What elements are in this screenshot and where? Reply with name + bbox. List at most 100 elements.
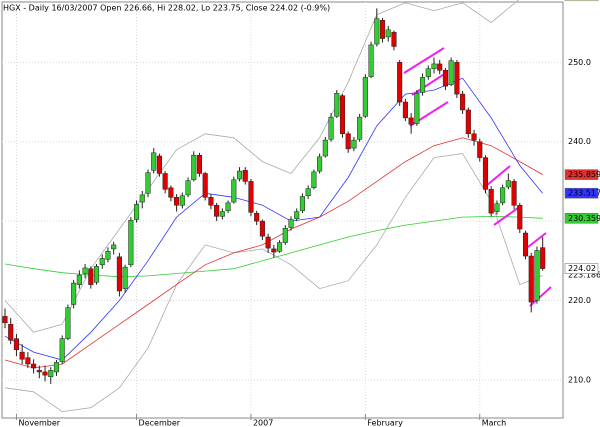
candle-body [128,220,134,266]
candle-body [288,219,294,228]
candle-body [48,370,54,377]
candle-body [397,62,403,103]
candle-body [2,316,8,323]
indicator-line [4,137,543,369]
candle-body [93,266,100,283]
candle-body [99,258,105,266]
candle-body [465,109,471,135]
candle-body [179,195,185,206]
y-tick-label: 240.0 [568,137,591,146]
y-tick-label: 220.0 [568,296,591,305]
candle-body [299,196,305,212]
candle-body [185,180,191,196]
candle-body [420,77,426,93]
candle-body [71,282,77,305]
candle-body [294,211,300,219]
price-tag: 230.359 [568,214,600,223]
candle-body [59,338,65,362]
candle-body [53,362,60,373]
candle-body [25,357,31,365]
candle-body [225,202,231,212]
candle-body [488,189,494,214]
candle-body [236,170,243,180]
plot-frame [1,1,564,419]
candle-body [259,220,265,237]
candle-body [328,116,334,140]
candle-body [448,60,454,85]
candle-body [477,141,483,158]
candle-body [242,170,248,182]
candle-body [379,20,386,39]
candle-body [374,18,380,45]
chart-title: HGX - Daily 16/03/2007 Open 226.66, Hi 2… [3,4,330,13]
candle-body [156,155,162,174]
candle-body [8,324,14,341]
trend-line [527,232,547,248]
price-tag: 223.186 [568,271,600,280]
price-tag-box [564,0,599,2]
candle-body [168,187,174,198]
candle-body [162,173,168,190]
candle-body [414,93,420,124]
candle-body [42,371,48,376]
candle-body [219,211,225,217]
candle-body [357,116,363,140]
candle-body [305,188,311,196]
x-tick-label: 2007 [253,419,273,427]
candle-body [254,212,260,222]
candle-body [111,244,117,250]
y-tick-label: 250.0 [568,58,591,67]
candle-body [116,256,122,292]
candle-body [191,154,197,181]
trend-line [403,47,445,74]
price-tag: 233.517 [568,189,600,198]
candle-body [282,228,288,243]
candle-body [105,251,111,260]
candle-body [442,70,448,87]
candles [2,8,546,384]
candle-body [534,250,540,301]
candle-body [139,194,145,203]
y-tick-label: 210.0 [568,375,591,384]
grid: 210.0220.0230.0240.0250.0NovemberDecembe… [2,2,591,427]
candle-body [174,197,180,206]
price-tag: 224.02 [568,264,596,273]
candle-body [362,77,368,117]
candle-body [122,266,128,289]
price-tags: 258.383223.186230.359235.859233.517224.0… [564,0,600,280]
trend-line [411,72,447,96]
price-tag-box [564,187,599,199]
candle-body [151,152,157,171]
candle-body [540,247,546,269]
candle-body [311,171,317,189]
candle-body [471,133,477,141]
candle-body [500,187,506,204]
candle-body [454,62,460,95]
candle-body [505,180,511,188]
candle-body [65,307,71,339]
candle-body [231,179,237,203]
price-tag-box [564,263,599,274]
x-tick-label: December [139,419,181,427]
candle-body [368,44,374,77]
price-tag-box [564,169,599,180]
candle-body [494,203,500,212]
trend-line [529,286,552,307]
candle-body [277,242,283,252]
candle-body [196,154,203,174]
trend-annotations [403,47,552,307]
candle-body [431,63,437,69]
candle-body [528,255,534,303]
candle-body [265,236,271,249]
x-tick-label: February [367,419,403,427]
candle-body [425,68,431,77]
candle-body [31,363,37,369]
candle-body [351,139,357,149]
candle-body [334,93,340,117]
candle-body [82,267,88,274]
candle-body [271,248,277,253]
price-tag: 235.859 [568,170,600,179]
x-tick-label: November [18,419,60,427]
candle-body [145,172,151,194]
